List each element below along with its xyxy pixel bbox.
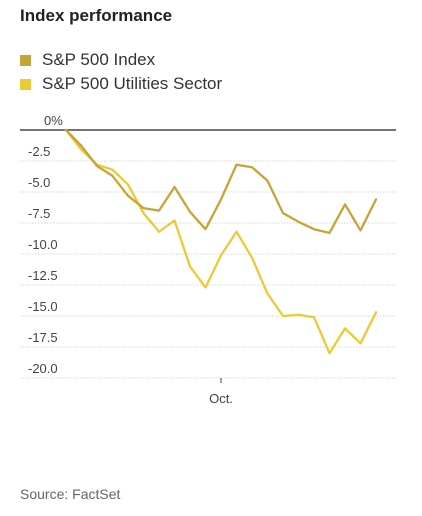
legend-swatch-utilities (20, 78, 31, 90)
y-tick-label: -15.0 (28, 299, 58, 314)
y-tick-label: -17.5 (28, 330, 58, 345)
legend-item-sp500: S&P 500 Index (20, 48, 222, 72)
line-chart: 0% -2.5 -5.0 -7.5 -10.0 -12.5 -15.0 -17.5 -20.0 O… (20, 113, 396, 406)
y-tick-label: -7.5 (28, 206, 50, 221)
y-tick-label: -10.0 (28, 237, 58, 252)
y-tick-label: -2.5 (28, 144, 50, 159)
legend: S&P 500 Index S&P 500 Utilities Sector (20, 48, 222, 96)
legend-label-sp500: S&P 500 Index (42, 50, 156, 69)
y-tick-label: -5.0 (28, 175, 50, 190)
y-tick-label: -12.5 (28, 268, 58, 283)
x-tick-label: Oct. (209, 391, 233, 406)
y-tick-label: -20.0 (28, 361, 58, 376)
source-note: Source: FactSet (20, 486, 121, 502)
legend-item-utilities: S&P 500 Utilities Sector (20, 72, 222, 96)
legend-swatch-sp500 (20, 54, 31, 66)
y-tick-label: 0% (44, 113, 63, 128)
legend-label-utilities: S&P 500 Utilities Sector (42, 74, 223, 93)
chart-title: Index performance (20, 6, 173, 25)
series-line-sp500 (64, 128, 378, 235)
series-line-utilities (64, 128, 378, 355)
